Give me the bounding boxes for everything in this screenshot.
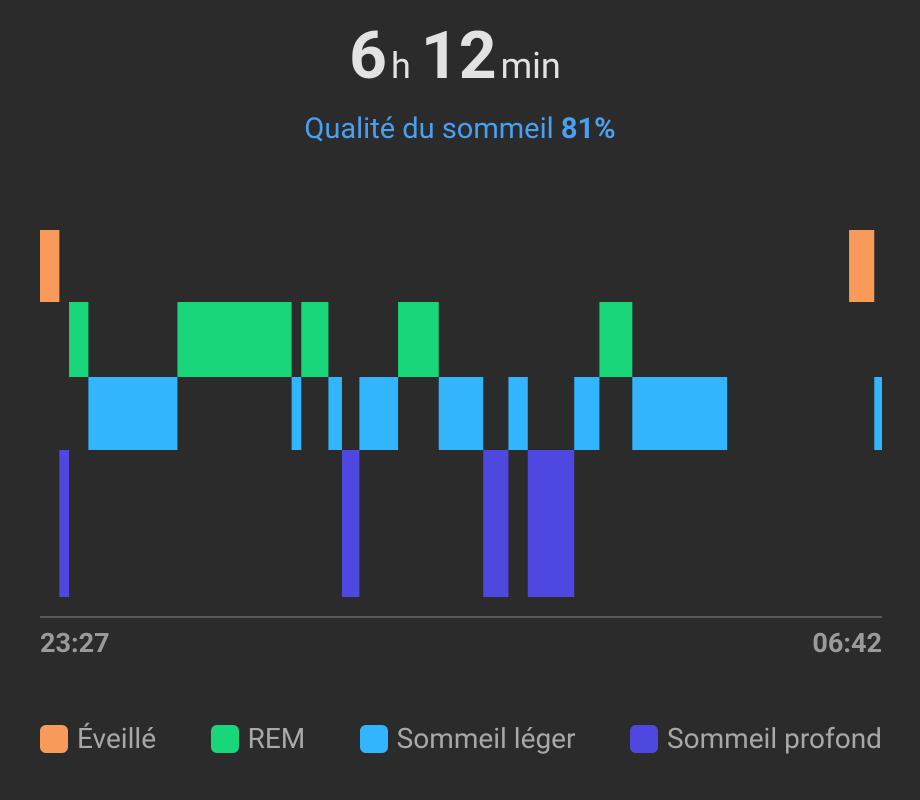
legend-swatch [629,724,658,753]
stage-segment [599,302,633,377]
legend-swatch [40,724,68,753]
stage-segment [527,450,575,597]
legend-item: Éveillé [40,722,156,755]
hours: 6 [349,18,388,95]
stage-segment [632,377,728,450]
stage-segment [69,302,89,377]
stage-segment [88,377,178,450]
stage-segment [301,302,329,377]
x-tick-label: 23:27 [40,627,110,659]
legend-item: Sommeil profond [629,722,882,755]
legend-label: Éveillé [77,722,157,755]
quality-label: Qualité du sommeil [304,112,554,146]
legend-label: REM [247,722,306,755]
stage-segment [59,450,70,597]
stage-segment [40,230,60,302]
quality: Qualité du sommeil 81% [0,112,920,146]
legend-label: Sommeil profond [666,722,882,755]
legend-item: Sommeil léger [359,722,576,755]
minutes-unit: min [500,45,561,87]
legend-swatch [359,724,388,753]
quality-value: 81% [560,112,616,146]
minutes: 12 [420,18,497,95]
stage-segment [874,377,882,450]
x-tick-label: 06:42 [812,627,882,659]
stage-segment [328,377,342,450]
legend-item: REM [210,722,306,755]
legend: Éveillé REM Sommeil léger Sommeil profond [40,722,882,755]
legend-swatch [210,724,239,753]
duration: 6 h 12 min [0,18,920,95]
stage-segment [508,377,528,450]
stage-segment [574,377,600,450]
stage-segment [341,450,360,597]
stage-segment [849,230,875,302]
hours-unit: h [391,45,411,87]
stage-segment [177,302,292,377]
stage-segment [483,450,509,597]
stage-segment [438,377,484,450]
stage-segment [291,377,302,450]
stage-segment [398,302,439,377]
legend-label: Sommeil léger [396,722,576,755]
stage-segment [359,377,399,450]
